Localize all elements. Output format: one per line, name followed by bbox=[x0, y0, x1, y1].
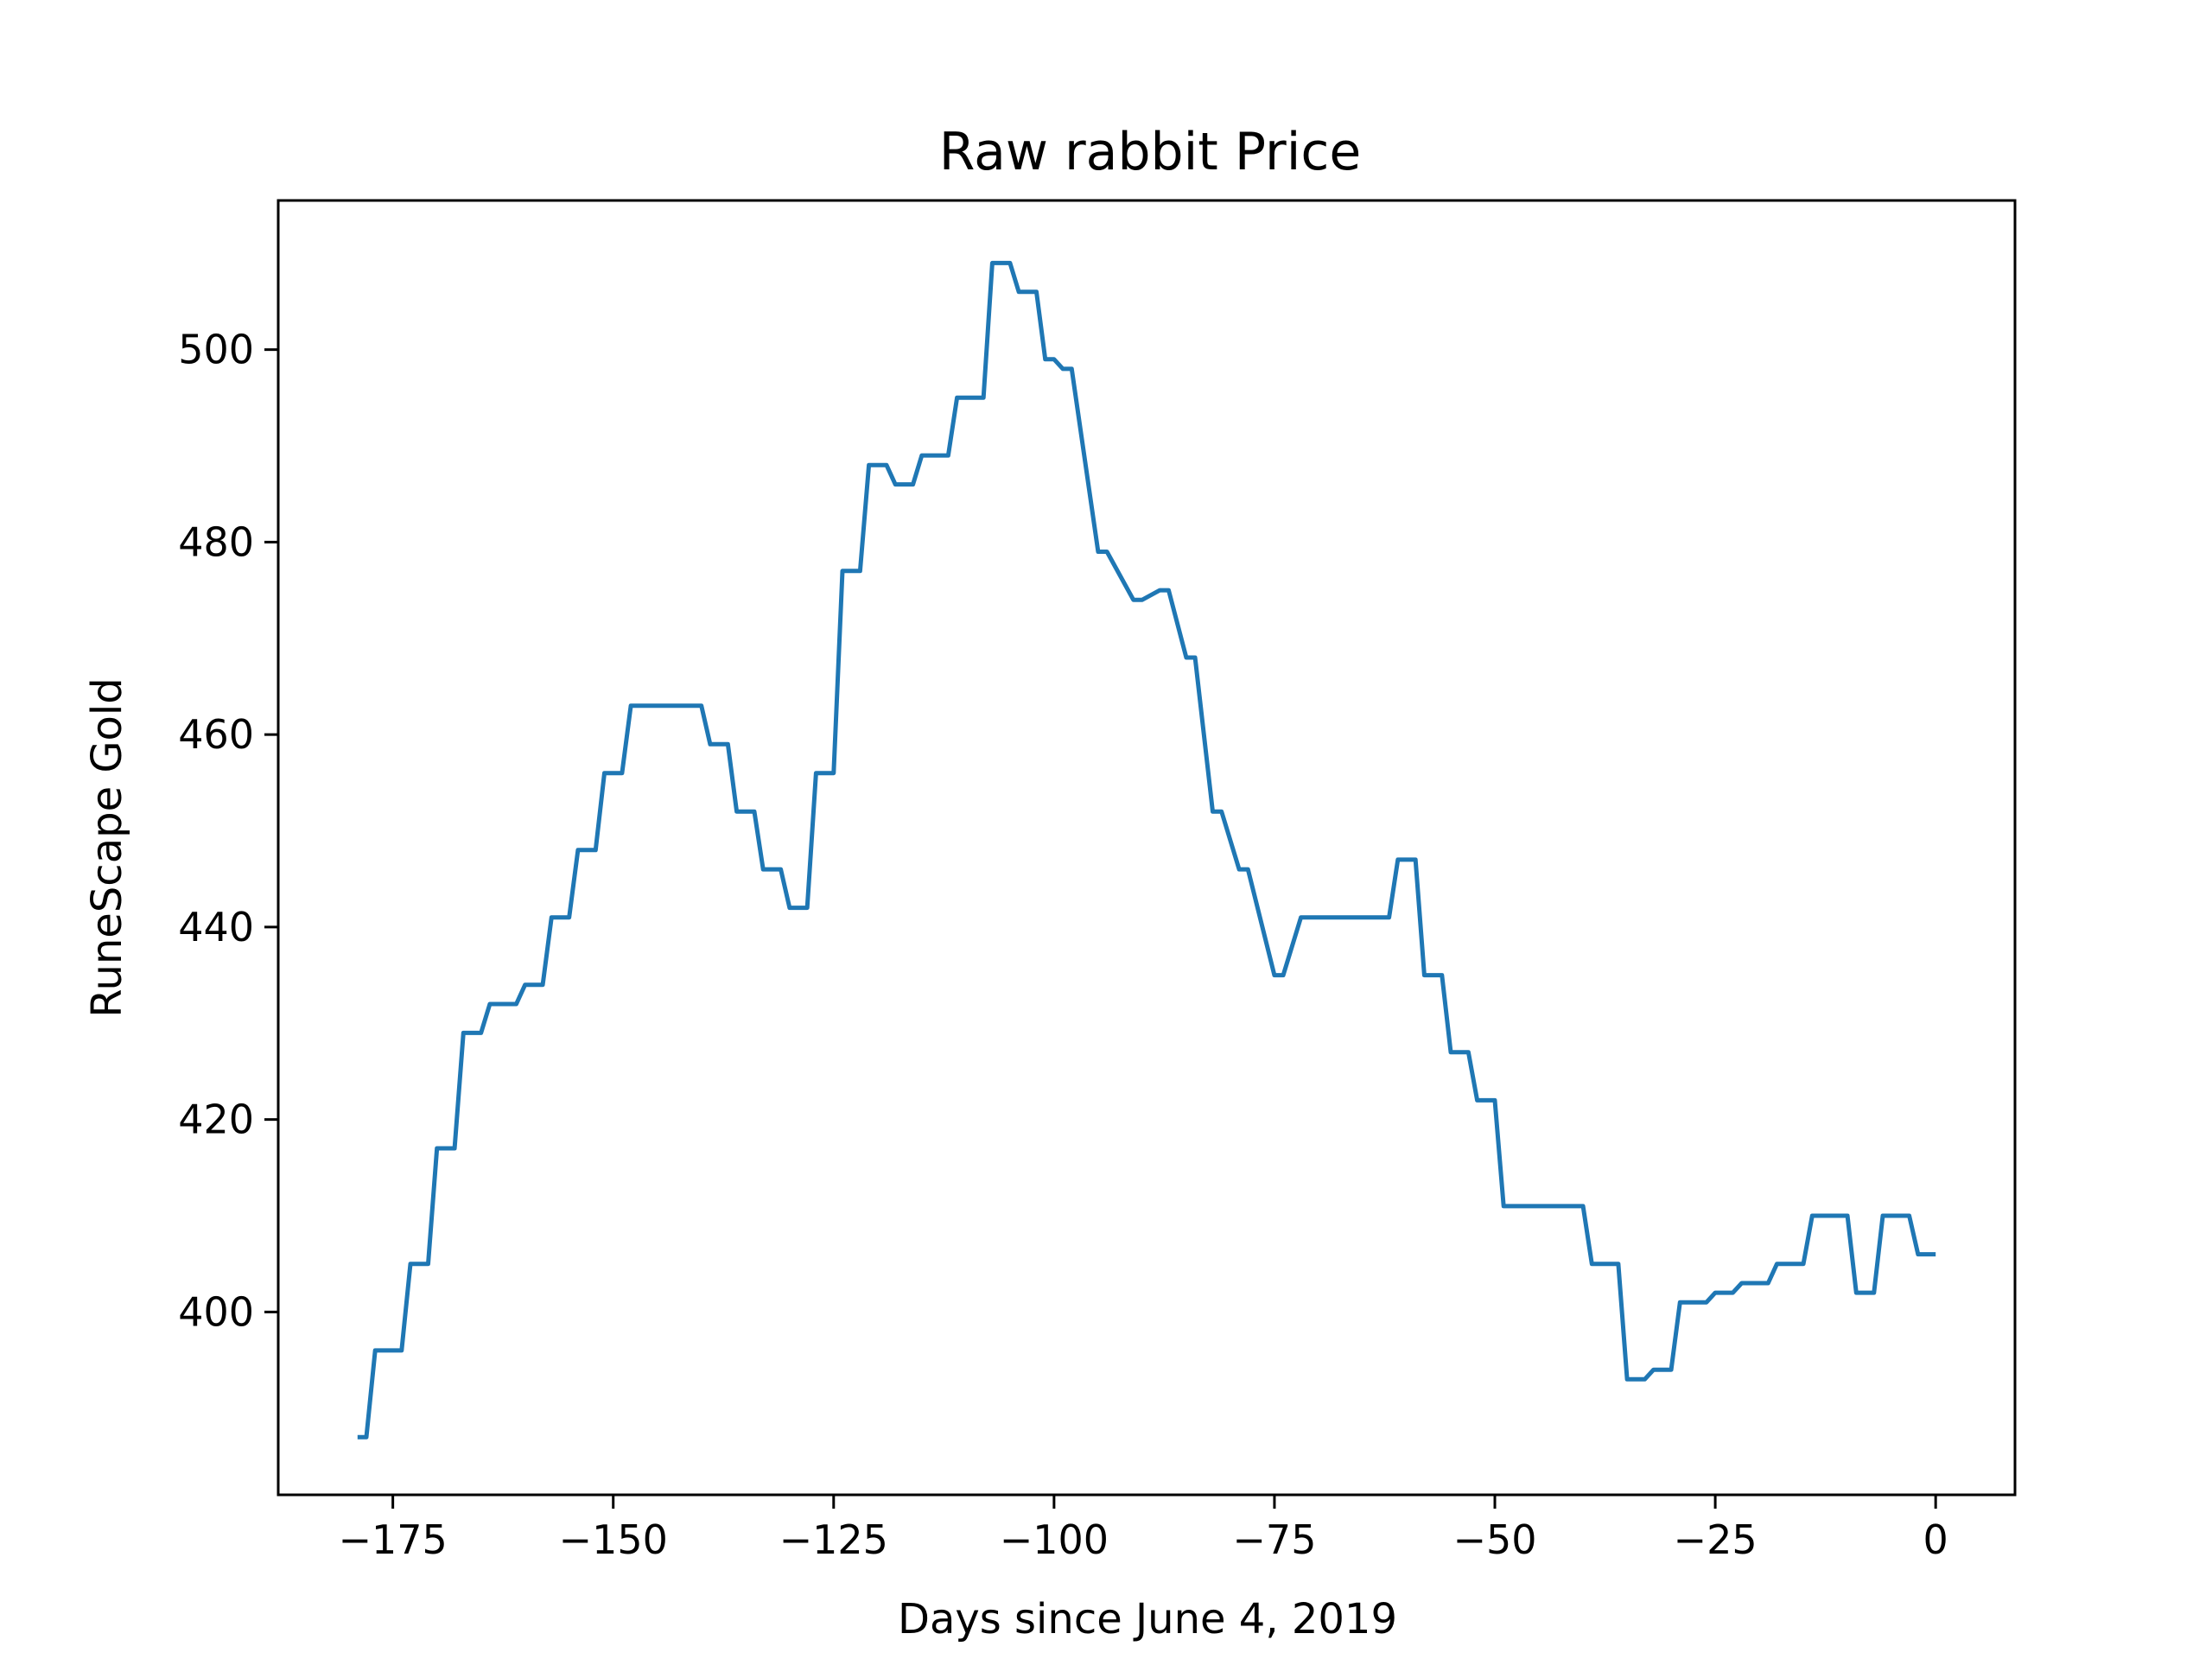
chart-title: Raw rabbit Price bbox=[939, 122, 1362, 182]
y-tick-label: 400 bbox=[178, 1288, 254, 1335]
y-tick-label: 480 bbox=[178, 518, 254, 565]
x-tick-label: −25 bbox=[1674, 1516, 1758, 1563]
x-tick-label: −125 bbox=[779, 1516, 888, 1563]
x-axis: −175 −150 −125 −100 −75 −50 −25 0 bbox=[338, 1495, 1948, 1563]
y-tick-label: 440 bbox=[178, 904, 254, 950]
y-tick-label: 460 bbox=[178, 711, 254, 758]
x-tick-label: −75 bbox=[1232, 1516, 1316, 1563]
y-axis-label: RuneScape Gold bbox=[83, 677, 131, 1017]
y-axis: 400 420 440 460 480 500 bbox=[178, 327, 278, 1335]
x-axis-label: Days since June 4, 2019 bbox=[898, 1595, 1397, 1643]
x-tick-label: −50 bbox=[1452, 1516, 1536, 1563]
x-tick-label: 0 bbox=[1923, 1516, 1948, 1563]
x-tick-label: −175 bbox=[338, 1516, 447, 1563]
x-tick-label: −100 bbox=[1000, 1516, 1109, 1563]
plot-area bbox=[276, 199, 2017, 1497]
y-tick-label: 500 bbox=[178, 327, 254, 373]
x-tick-label: −150 bbox=[559, 1516, 668, 1563]
plot-frame bbox=[276, 199, 2017, 1497]
price-line bbox=[357, 260, 1936, 1440]
y-tick-label: 420 bbox=[178, 1096, 254, 1143]
